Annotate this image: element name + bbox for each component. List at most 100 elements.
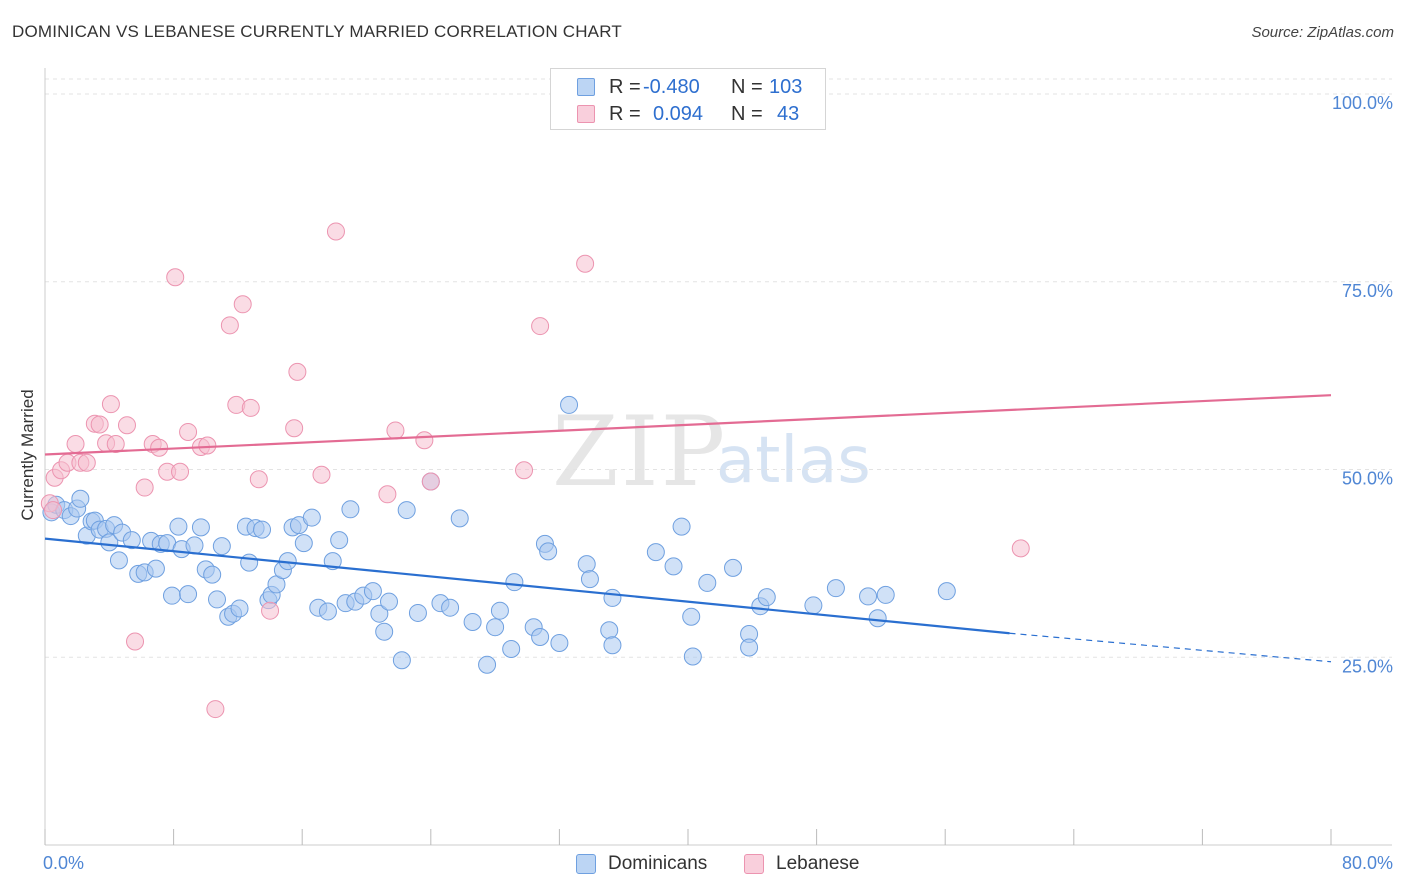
- dominicans-legend-swatch: [576, 854, 596, 874]
- lebanese-point: [106, 434, 125, 453]
- dominican-point: [682, 607, 701, 626]
- lebanese-point: [378, 485, 397, 504]
- dominican-point: [724, 558, 743, 577]
- tick-labels: 25.0% 50.0% 75.0% 100.0% 0.0% 80.0%: [43, 93, 1393, 873]
- trend-lines: [44, 394, 1332, 663]
- dominican-point: [603, 588, 622, 607]
- legend-row-dominicans: R = -0.480 N = 103: [551, 74, 825, 100]
- dominican-point: [179, 585, 198, 604]
- dominican-point: [302, 508, 321, 527]
- legend-n-value: 103: [769, 76, 803, 98]
- lebanese-point: [101, 395, 120, 414]
- dominican-point: [397, 501, 416, 520]
- lebanese-point: [166, 268, 185, 287]
- legend-n-value: 43: [777, 103, 800, 125]
- lebanese-point: [179, 422, 198, 441]
- dominican-point: [185, 536, 204, 555]
- lebanese-point: [249, 470, 268, 489]
- dominican-point: [71, 489, 90, 508]
- lebanese-legend-swatch: [744, 854, 764, 874]
- legend-r-label: R =: [609, 76, 641, 98]
- axes: [44, 68, 1392, 846]
- dominican-point: [208, 590, 227, 609]
- watermark-zip: ZIP: [552, 396, 728, 508]
- x-tick-label: 0.0%: [43, 853, 84, 873]
- source-label: Source: ZipAtlas.com: [1251, 24, 1394, 41]
- lebanese-point: [326, 222, 345, 241]
- lebanese-trend-line: [44, 394, 1332, 456]
- dominican-point: [478, 655, 497, 674]
- dominican-point: [375, 622, 394, 641]
- dominican-point: [240, 553, 259, 572]
- dominican-point: [502, 639, 521, 658]
- chart-title: DOMINICAN VS LEBANESE CURRENTLY MARRIED …: [12, 22, 622, 41]
- dominican-point: [109, 551, 128, 570]
- dominican-point: [169, 517, 188, 536]
- dominican-point: [937, 582, 956, 601]
- legend-n-label: N =: [731, 76, 763, 98]
- dominican-point: [876, 585, 895, 604]
- lebanese-point: [206, 700, 225, 719]
- lebanese-point: [241, 398, 260, 417]
- lebanese-point: [135, 478, 154, 497]
- lebanese-point: [66, 434, 85, 453]
- dominican-point: [341, 500, 360, 519]
- lebanese-point: [198, 436, 217, 455]
- lebanese-point: [386, 421, 405, 440]
- dominican-point: [370, 604, 389, 623]
- dominican-point: [318, 602, 337, 621]
- dominican-point: [826, 579, 845, 598]
- dominican-point: [203, 565, 222, 584]
- dominican-point: [560, 395, 579, 414]
- y-tick-label: 25.0%: [1342, 656, 1393, 676]
- dominicans-points: [42, 395, 956, 674]
- lebanese-point: [421, 472, 440, 491]
- dominican-point: [363, 582, 382, 601]
- dominican-point: [757, 588, 776, 607]
- legend-n-label: N =: [731, 103, 763, 125]
- dominican-point: [539, 542, 558, 561]
- dominican-point: [859, 587, 878, 606]
- dominican-point: [550, 633, 569, 652]
- dominican-point: [463, 612, 482, 631]
- dominican-point: [698, 573, 717, 592]
- y-tick-label: 50.0%: [1342, 469, 1393, 489]
- dominican-point: [672, 517, 691, 536]
- dominican-point: [531, 627, 550, 646]
- lebanese-point: [77, 453, 96, 472]
- dominicans-swatch: [577, 78, 595, 96]
- watermark-atlas: atlas: [716, 424, 871, 498]
- lebanese-point: [126, 632, 145, 651]
- lebanese-legend-label: Lebanese: [776, 853, 860, 874]
- dominican-point: [580, 570, 599, 589]
- dominican-point: [577, 555, 596, 574]
- lebanese-point: [415, 431, 434, 450]
- lebanese-point: [233, 295, 252, 314]
- lebanese-point: [1011, 539, 1030, 558]
- dominican-point: [450, 509, 469, 528]
- lebanese-point: [515, 461, 534, 480]
- dominican-point: [191, 518, 210, 537]
- dominican-point: [392, 651, 411, 670]
- dominican-point: [868, 609, 887, 628]
- correlation-legend: R = -0.480 N = 103 R = 0.094 N = 43: [550, 68, 826, 130]
- dominican-point: [664, 557, 683, 576]
- dominican-point: [230, 599, 249, 618]
- y-tick-label: 75.0%: [1342, 281, 1393, 301]
- x-tick-label: 80.0%: [1342, 853, 1393, 873]
- lebanese-point: [288, 362, 307, 381]
- dominican-point: [600, 621, 619, 640]
- lebanese-point: [312, 465, 331, 484]
- dominican-point: [100, 533, 119, 552]
- legend-r-value: 0.094: [653, 103, 704, 125]
- dominicans-trend-line: [44, 537, 1010, 635]
- lebanese-point: [90, 415, 109, 434]
- dominican-point: [330, 531, 349, 550]
- dominican-point: [603, 636, 622, 655]
- dominicans-trend-extension: [1009, 632, 1332, 663]
- dominican-point: [740, 638, 759, 657]
- legend-r-value: -0.480: [643, 76, 700, 98]
- dominican-point: [146, 559, 165, 578]
- lebanese-point: [285, 419, 304, 438]
